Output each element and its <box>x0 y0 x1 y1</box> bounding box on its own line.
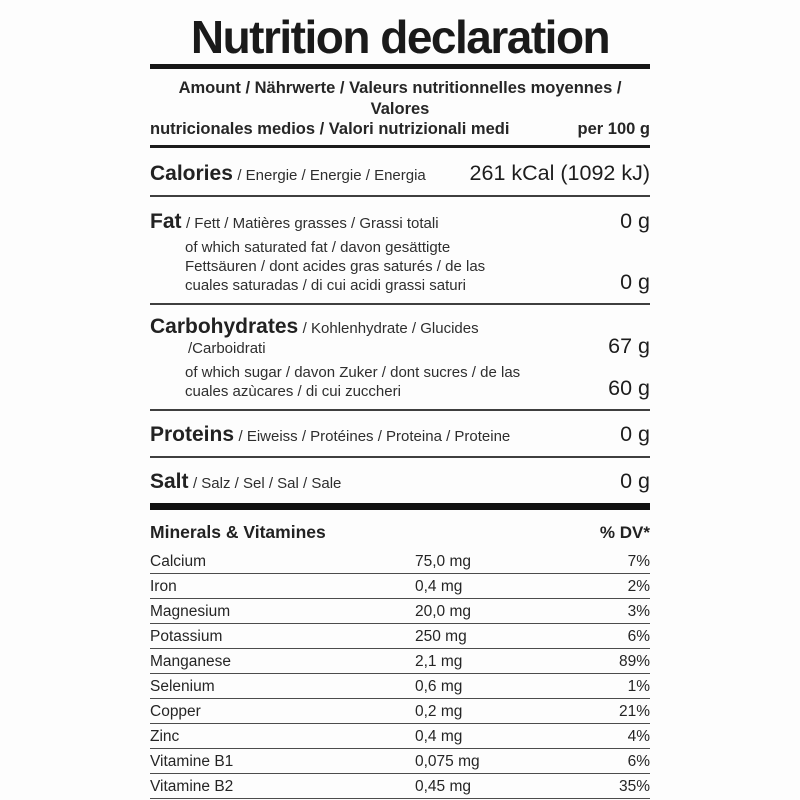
mineral-dv-percent: 35% <box>618 777 650 795</box>
salt-value: 0 g <box>620 469 650 494</box>
nutrition-label: Nutrition declaration Amount / Nährwerte… <box>150 0 650 800</box>
amount-header-line2-text: nutricionales medios / Valori nutriziona… <box>150 120 510 139</box>
amount-header-line1: Amount / Nährwerte / Valeurs nutritionne… <box>178 79 622 118</box>
mineral-amount: 0,6 mg <box>415 677 463 695</box>
header-divider <box>150 144 650 148</box>
mineral-name: Calcium <box>150 552 206 570</box>
mineral-row-selenium: Selenium 0,6 mg 1% <box>150 674 650 700</box>
per-serving-label: per 100 g <box>577 120 650 139</box>
amount-header: Amount / Nährwerte / Valeurs nutritionne… <box>150 69 650 145</box>
mineral-name: Potassium <box>150 627 223 645</box>
carbohydrates-label: Carbohydrates / Kohlenhydrate / Glucides… <box>150 315 479 359</box>
dv-column-header: % DV* <box>599 523 650 543</box>
mineral-row-iron: Iron 0,4 mg 2% <box>150 574 650 600</box>
carbohydrates-value: 67 g <box>608 333 650 358</box>
fat-translations: / Fett / Matières grasses / Grassi total… <box>185 214 439 232</box>
mineral-name: Copper <box>150 702 201 720</box>
salt-divider <box>150 503 650 511</box>
proteins-row: Proteins / Eiweiss / Protéines / Protein… <box>150 411 650 456</box>
minerals-header: Minerals & Vitamines % DV* <box>150 510 650 549</box>
mineral-name: Selenium <box>150 677 215 695</box>
mineral-amount: 250 mg <box>415 627 467 645</box>
mineral-dv-percent: 3% <box>627 602 650 620</box>
mineral-amount: 0,075 mg <box>415 752 480 770</box>
saturated-fat-line1: of which saturated fat / davon gesättigt… <box>185 238 451 256</box>
calories-name: Calories <box>150 161 233 185</box>
calories-row: Calories / Energie / Energie / Energia 2… <box>150 148 650 195</box>
fat-value: 0 g <box>620 208 650 233</box>
mineral-amount: 0,2 mg <box>415 702 463 720</box>
mineral-amount: 0,4 mg <box>415 727 463 745</box>
mineral-name: Magnesium <box>150 602 231 620</box>
fat-label: Fat / Fett / Matières grasses / Grassi t… <box>150 210 439 234</box>
proteins-value: 0 g <box>620 422 650 447</box>
saturated-fat-label: of which saturated fat / davon gesättigt… <box>185 238 485 296</box>
calories-label: Calories / Energie / Energie / Energia <box>150 162 426 186</box>
mineral-row-calcium: Calcium 75,0 mg 7% <box>150 549 650 575</box>
mineral-row-potassium: Potassium 250 mg 6% <box>150 624 650 650</box>
sugars-line1: of which sugar / davon Zuker / dont sucr… <box>185 363 521 381</box>
mineral-row-magnesium: Magnesium 20,0 mg 3% <box>150 599 650 625</box>
saturated-fat-line2: Fettsäuren / dont acides gras saturés / … <box>185 258 486 276</box>
mineral-amount: 20,0 mg <box>415 602 472 620</box>
mineral-name: Iron <box>150 577 177 595</box>
calories-translations: / Energie / Energie / Energia <box>237 166 426 184</box>
salt-translations: / Salz / Sel / Sal / Sale <box>192 475 342 493</box>
sugars-row: of which sugar / davon Zuker / dont sucr… <box>150 359 650 409</box>
mineral-amount: 75,0 mg <box>415 552 472 570</box>
mineral-amount: 0,4 mg <box>415 577 463 595</box>
mineral-dv-percent: 6% <box>627 752 650 770</box>
minerals-heading: Minerals & Vitamines <box>150 522 326 543</box>
proteins-label: Proteins / Eiweiss / Protéines / Protein… <box>150 423 510 447</box>
fat-row: Fat / Fett / Matières grasses / Grassi t… <box>150 197 650 234</box>
mineral-dv-percent: 7% <box>627 552 650 570</box>
proteins-translations: / Eiweiss / Protéines / Proteina / Prote… <box>238 428 511 446</box>
salt-name: Salt <box>150 470 189 494</box>
mineral-dv-percent: 21% <box>618 702 650 720</box>
page-title: Nutrition declaration <box>190 11 611 63</box>
mineral-amount: 0,45 mg <box>415 777 472 795</box>
mineral-name: Vitamine B1 <box>150 752 234 770</box>
carbohydrates-name-line2: /Carboidrati <box>188 340 266 358</box>
mineral-amount: 2,1 mg <box>415 652 463 670</box>
fat-name: Fat <box>150 209 182 233</box>
carbohydrates-translations: / Kohlenhydrate / Glucides <box>302 320 479 338</box>
salt-row: Salt / Salz / Sel / Sal / Sale 0 g <box>150 458 650 503</box>
sugars-line2: cuales azùcares / di cui zuccheri <box>185 383 401 401</box>
carbohydrates-name: Carbohydrates <box>150 315 299 339</box>
mineral-name: Manganese <box>150 652 232 670</box>
saturated-fat-line3: cuales saturadas / di cui acidi grassi s… <box>185 277 466 295</box>
mineral-row-copper: Copper 0,2 mg 21% <box>150 699 650 725</box>
mineral-name: Zinc <box>150 727 180 745</box>
sugars-value: 60 g <box>608 376 650 401</box>
title-divider <box>150 64 650 69</box>
mineral-row-zinc: Zinc 0,4 mg 4% <box>150 724 650 750</box>
mineral-dv-percent: 4% <box>627 727 650 745</box>
calories-value: 261 kCal (1092 kJ) <box>469 160 650 185</box>
proteins-divider <box>150 456 650 459</box>
mineral-row-vitamine-b1: Vitamine B1 0,075 mg 6% <box>150 749 650 775</box>
mineral-name: Vitamine B2 <box>150 777 234 795</box>
mineral-dv-percent: 1% <box>627 677 650 695</box>
mineral-dv-percent: 2% <box>627 577 650 595</box>
saturated-fat-value: 0 g <box>620 270 650 295</box>
salt-label: Salt / Salz / Sel / Sal / Sale <box>150 470 341 494</box>
proteins-name: Proteins <box>150 423 235 447</box>
mineral-dv-percent: 89% <box>618 652 650 670</box>
saturated-fat-row: of which saturated fat / davon gesättigt… <box>150 234 650 304</box>
carbohydrates-row: Carbohydrates / Kohlenhydrate / Glucides… <box>150 305 650 359</box>
mineral-row-manganese: Manganese 2,1 mg 89% <box>150 649 650 675</box>
mineral-row-vitamine-b2: Vitamine B2 0,45 mg 35% <box>150 774 650 800</box>
carbohydrates-divider <box>150 409 650 412</box>
calories-divider <box>150 194 650 197</box>
amount-header-line2: nutricionales medios / Valori nutriziona… <box>150 119 650 140</box>
fat-divider <box>150 303 650 306</box>
mineral-dv-percent: 6% <box>627 627 650 645</box>
sugars-label: of which sugar / davon Zuker / dont sucr… <box>185 363 520 401</box>
